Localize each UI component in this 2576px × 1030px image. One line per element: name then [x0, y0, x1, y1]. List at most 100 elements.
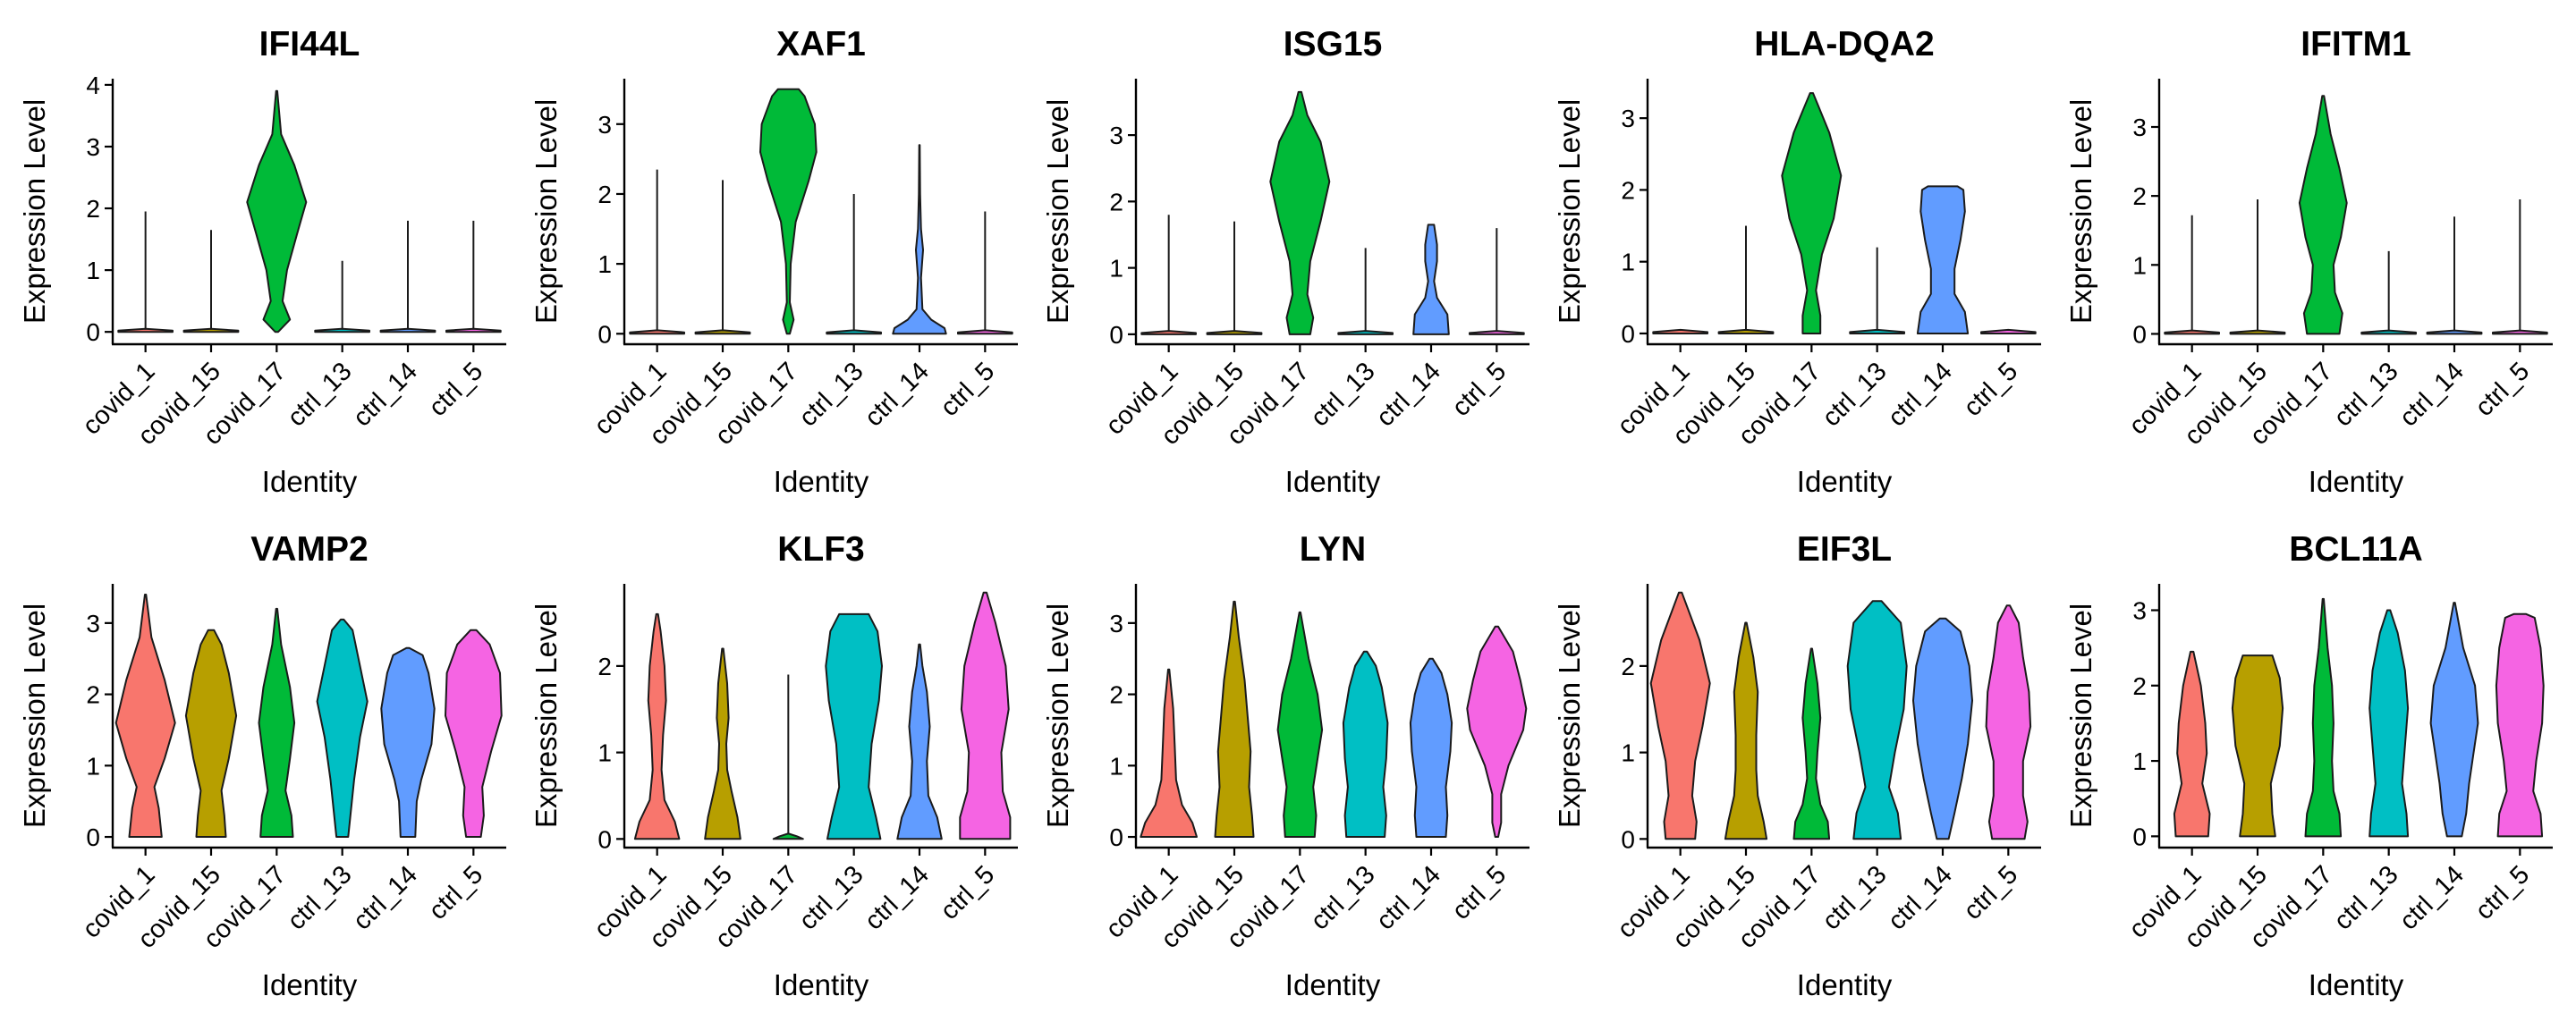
violin-ctrl_14 [896, 643, 943, 840]
panel-title: HLA-DQA2 [1754, 25, 1935, 63]
violin-ctrl_5 [445, 629, 503, 838]
x-tick-label: ctrl_14 [1371, 357, 1446, 432]
violin-covid_15 [1717, 328, 1775, 334]
y-tick-label: 3 [2132, 597, 2147, 625]
violin-ctrl_14 [892, 144, 947, 335]
y-tick-label: 3 [1621, 105, 1635, 132]
x-tick-label: ctrl_13 [793, 860, 869, 935]
x-tick-label: ctrl_5 [2470, 860, 2536, 925]
y-tick-label: 2 [2132, 182, 2147, 210]
y-tick-label: 2 [1109, 188, 1123, 215]
violin-covid_17 [1781, 92, 1843, 334]
panel-title: ISG15 [1284, 25, 1383, 63]
x-tick-label: ctrl_5 [1447, 860, 1513, 925]
y-tick-label: 2 [2132, 672, 2147, 700]
y-axis-label: Expression Level [1553, 604, 1586, 828]
y-tick-label: 1 [1109, 752, 1123, 780]
x-tick-label: ctrl_5 [936, 357, 1001, 422]
violin-ctrl_14 [1912, 617, 1973, 840]
x-tick-label: ctrl_14 [860, 357, 935, 432]
violin-covid_1 [114, 594, 176, 838]
x-tick-label: ctrl_14 [1883, 357, 1958, 432]
x-axis-label: Identity [2309, 465, 2404, 498]
violin-ctrl_5 [1980, 328, 2037, 334]
violin-ctrl_13 [825, 612, 883, 840]
y-tick-label: 0 [86, 318, 100, 346]
x-axis-label: Identity [774, 968, 869, 1001]
x-tick-label: ctrl_13 [2328, 357, 2403, 432]
y-axis-label: Expression Level [18, 99, 51, 324]
x-tick-label: ctrl_13 [282, 860, 357, 935]
violin-ctrl_14 [379, 327, 436, 333]
y-axis-label: Expression Level [2064, 604, 2097, 828]
violin-covid_17 [1792, 647, 1831, 840]
violin-covid_1 [117, 327, 174, 333]
x-axis-label: Identity [2309, 968, 2404, 1001]
y-axis-label: Expression Level [1041, 604, 1074, 828]
violin-ctrl_14 [1412, 224, 1450, 335]
panel-title: IFI44L [259, 25, 360, 63]
violin-ctrl_14 [1409, 657, 1453, 838]
violin-covid_15 [1214, 600, 1255, 838]
y-tick-label: 0 [1109, 321, 1123, 349]
violin-covid_15 [184, 629, 238, 838]
y-tick-label: 1 [86, 752, 100, 780]
violin-covid_15 [182, 327, 240, 333]
x-axis-label: Identity [262, 465, 358, 498]
y-tick-label: 2 [86, 195, 100, 223]
violin-ctrl_5 [445, 327, 502, 333]
y-tick-label: 2 [597, 181, 612, 208]
y-tick-label: 4 [86, 72, 100, 99]
panel-title: KLF3 [777, 530, 865, 569]
x-tick-label: ctrl_13 [2328, 860, 2403, 935]
violin-ctrl_5 [1985, 604, 2032, 840]
x-axis-label: Identity [1797, 465, 1893, 498]
y-tick-label: 3 [86, 133, 100, 161]
violin-covid_1 [1652, 328, 1708, 334]
x-axis-label: Identity [774, 465, 869, 498]
violin-covid_17 [772, 832, 804, 840]
violin-covid_15 [2229, 329, 2286, 335]
y-tick-label: 3 [86, 610, 100, 637]
violin-ctrl_5 [2492, 329, 2548, 335]
x-tick-label: ctrl_5 [936, 860, 1001, 925]
y-axis-label: Expression Level [2064, 99, 2097, 324]
y-tick-label: 1 [1621, 739, 1635, 767]
violin-ctrl_5 [957, 329, 1013, 335]
panel-title: IFITM1 [2301, 25, 2411, 63]
x-tick-label: ctrl_14 [348, 357, 423, 432]
violin-covid_17 [2304, 597, 2343, 838]
x-axis-label: Identity [1285, 465, 1381, 498]
violin-covid_1 [633, 612, 681, 840]
y-tick-label: 2 [1109, 681, 1123, 709]
violin-ctrl_13 [314, 327, 370, 333]
x-tick-label: ctrl_13 [1817, 357, 1892, 432]
violin-ctrl_13 [2360, 329, 2417, 335]
violin-covid_1 [2173, 650, 2211, 838]
x-tick-label: ctrl_14 [860, 860, 935, 935]
violin-ctrl_13 [1337, 330, 1394, 335]
x-tick-label: ctrl_5 [1447, 357, 1513, 422]
x-tick-label: ctrl_5 [1959, 860, 2024, 925]
violin-ctrl_14 [380, 646, 436, 838]
violin-ctrl_5 [1466, 625, 1528, 838]
panel-title: BCL11A [2289, 530, 2423, 569]
y-tick-label: 0 [597, 320, 612, 348]
y-tick-label: 1 [2132, 251, 2147, 279]
violin-covid_17 [1276, 611, 1324, 838]
y-tick-label: 0 [2132, 320, 2147, 348]
y-tick-label: 1 [2132, 747, 2147, 775]
violin-ctrl_5 [2495, 612, 2545, 838]
violin-ctrl_14 [2429, 602, 2479, 838]
violin-covid_17 [258, 607, 296, 838]
y-axis-label: Expression Level [1553, 99, 1586, 324]
x-tick-label: ctrl_5 [1959, 357, 2024, 422]
violin-covid_17 [1269, 90, 1331, 335]
y-tick-label: 2 [86, 681, 100, 709]
y-tick-label: 1 [1109, 255, 1123, 283]
x-tick-label: ctrl_14 [348, 860, 423, 935]
violin-ctrl_14 [2426, 329, 2483, 335]
